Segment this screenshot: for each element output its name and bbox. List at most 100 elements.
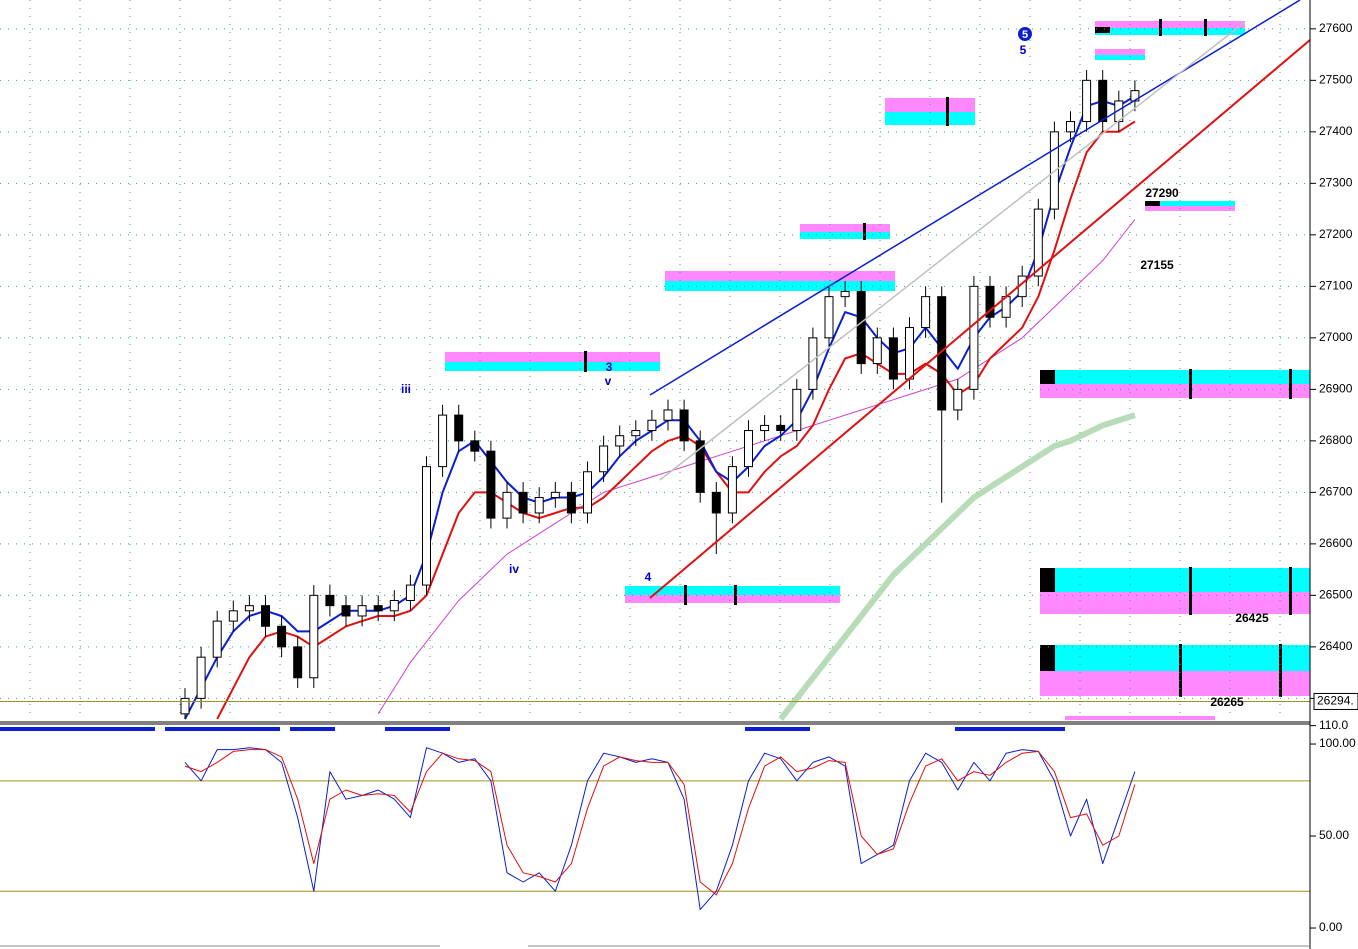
zone-tick (1279, 644, 1282, 697)
oscillator-line (184, 749, 1136, 896)
candle-body (277, 625, 287, 648)
zone-tick (1189, 369, 1192, 399)
candle-body (341, 605, 351, 617)
marker (955, 727, 1065, 731)
candle-body (261, 605, 270, 627)
zone-tick (1095, 27, 1110, 33)
zone (1040, 384, 1310, 398)
moving-average (377, 219, 1136, 715)
candle-body (534, 497, 544, 514)
y-tick-label: 27400 (1319, 124, 1353, 138)
candle-body (583, 471, 592, 514)
y-tick-label: 26700 (1319, 485, 1353, 499)
candle-body (679, 409, 689, 442)
candle-body (454, 414, 464, 442)
candle-body (357, 605, 367, 617)
zone (1095, 21, 1245, 29)
candle-body (760, 424, 770, 432)
candle-body (711, 491, 721, 514)
zone-tick (1189, 567, 1192, 615)
y-tick-label: 27300 (1319, 176, 1353, 190)
zone (1095, 55, 1145, 60)
candle-body (389, 600, 399, 612)
candle-body (309, 594, 319, 679)
zone (1040, 568, 1310, 592)
zone-tick (1289, 567, 1292, 615)
candle-body (228, 610, 238, 622)
candle-body (792, 388, 802, 432)
candle-body (776, 424, 786, 432)
level-label: 27290 (1145, 186, 1179, 200)
y-tick-label: 27000 (1319, 330, 1353, 344)
y-tick-label: 26800 (1319, 433, 1353, 447)
candle-body (566, 491, 576, 514)
price-label: 26294. (1317, 694, 1354, 708)
candle-body (518, 491, 528, 514)
zone-tick (734, 585, 737, 605)
candle-body (599, 445, 609, 473)
candle-body (888, 337, 898, 380)
candle-body (744, 430, 753, 468)
zone (625, 595, 840, 603)
candle-body (985, 285, 995, 318)
level-label: 26265 (1210, 695, 1244, 709)
zone (1145, 206, 1235, 211)
moving-average (216, 120, 1136, 720)
candle-body (824, 296, 834, 339)
marker (745, 727, 810, 731)
candle-body (921, 296, 931, 329)
zone (1040, 592, 1310, 614)
candle-body (373, 605, 383, 612)
marker (290, 727, 335, 731)
level-label: 27155 (1140, 258, 1174, 272)
zone (1040, 645, 1310, 671)
y-tick-label: 26900 (1319, 382, 1353, 396)
candle-body (872, 337, 882, 365)
zone (1040, 671, 1310, 696)
wave-circle (1018, 27, 1032, 41)
zones (445, 19, 1310, 720)
candle-body (695, 440, 705, 493)
wave-label: iv (509, 562, 519, 576)
y-tick-label: 26600 (1319, 536, 1353, 550)
moving-average (778, 412, 1136, 721)
price-box (1313, 692, 1358, 710)
wave-label: v (605, 374, 612, 388)
candle-body (470, 440, 480, 452)
candle-body (422, 466, 431, 586)
candle-body (808, 337, 818, 390)
zone-tick (584, 351, 587, 372)
candle-body (405, 584, 415, 602)
y-tick-label: 26500 (1319, 588, 1353, 602)
zone-tick (1289, 369, 1292, 399)
candle-body (856, 291, 866, 365)
zone (445, 352, 660, 362)
zone-tick (863, 223, 866, 240)
zone (665, 281, 895, 291)
y-tick-label: 27200 (1319, 227, 1353, 241)
candle-body (953, 388, 963, 411)
zone (1145, 201, 1235, 206)
marker (385, 727, 450, 731)
zone-tick (1040, 645, 1055, 671)
wave-label: 5 (1020, 43, 1027, 57)
candle-body (180, 697, 190, 715)
zone-tick (684, 585, 687, 605)
oscillator-line (184, 747, 1136, 911)
candle-body (1066, 121, 1075, 133)
zone (1040, 370, 1310, 384)
zone-tick (1204, 19, 1207, 36)
zone (800, 232, 890, 239)
candle-body (244, 605, 254, 612)
zone (445, 362, 660, 371)
y-tick-label: 26400 (1319, 639, 1353, 653)
candle-body (486, 450, 496, 519)
candle-body (840, 291, 850, 298)
wave-label: iii (401, 382, 411, 396)
y-tick-label: 100.00 (1319, 736, 1356, 750)
zone (665, 271, 895, 281)
candle-body (550, 491, 560, 499)
